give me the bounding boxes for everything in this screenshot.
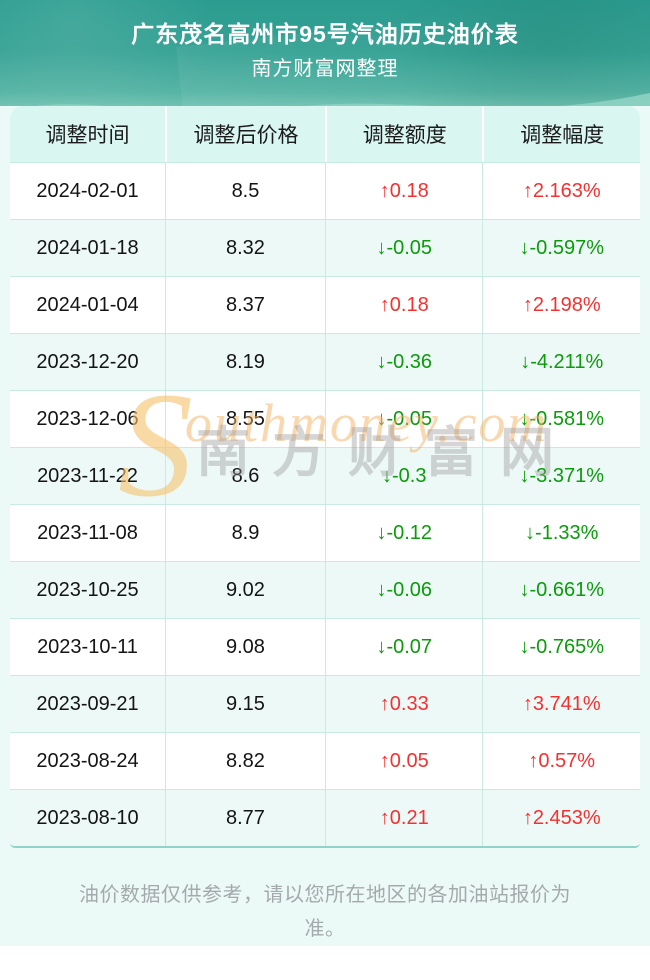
cell-percent: ↓-1.33% <box>482 505 640 561</box>
page-title: 广东茂名高州市95号汽油历史油价表 <box>131 21 519 47</box>
page-subtitle: 南方财富网整理 <box>251 58 399 80</box>
disclaimer-text: 油价数据仅供参考，请以您所在地区的各加油站报价为准。 <box>79 884 571 940</box>
cell-percent: ↓-0.581% <box>482 391 640 447</box>
cell-change: ↑0.18 <box>324 163 483 219</box>
column-header-price: 调整后价格 <box>164 106 325 162</box>
cell-percent: ↓-0.597% <box>482 220 640 276</box>
cell-change: ↑0.18 <box>324 277 483 333</box>
cell-change: ↓-0.12 <box>324 505 483 561</box>
cell-date: 2023-11-08 <box>37 521 138 544</box>
table-row: 2023-10-11 9.08 ↓-0.07 ↓-0.765% <box>10 618 640 675</box>
table-row: 2024-01-18 8.32 ↓-0.05 ↓-0.597% <box>10 219 640 276</box>
cell-percent: ↓-0.661% <box>482 562 640 618</box>
cell-change: ↑0.33 <box>324 676 483 732</box>
cell-percent: ↑2.198% <box>482 277 640 333</box>
cell-price: 8.32 <box>164 220 325 276</box>
cell-percent: ↑3.741% <box>482 676 640 732</box>
table-row: 2023-10-25 9.02 ↓-0.06 ↓-0.661% <box>10 561 640 618</box>
cell-price: 8.9 <box>164 505 325 561</box>
cell-date: 2024-01-04 <box>36 293 139 316</box>
cell-price: 8.37 <box>164 277 325 333</box>
column-header-percent: 调整幅度 <box>482 106 640 162</box>
table-row: 2023-12-20 8.19 ↓-0.36 ↓-4.211% <box>10 333 640 390</box>
cell-date: 2023-10-25 <box>36 578 139 601</box>
cell-price: 8.6 <box>164 448 325 504</box>
cell-percent: ↓-4.211% <box>482 334 640 390</box>
table-row: 2023-11-08 8.9 ↓-0.12 ↓-1.33% <box>10 504 640 561</box>
cell-date: 2023-12-20 <box>36 350 139 373</box>
cell-price: 9.02 <box>164 562 325 618</box>
table-row: 2023-11-22 8.6 ↓-0.3 ↓-3.371% <box>10 447 640 504</box>
cell-price: 8.77 <box>164 790 325 846</box>
table-header-row: 调整时间 调整后价格 调整额度 调整幅度 <box>10 106 640 162</box>
price-table: 调整时间 调整后价格 调整额度 调整幅度 2024-02-01 8.5 ↑0.18 ↑… <box>10 106 640 848</box>
table-row: 2023-08-10 8.77 ↑0.21 ↑2.453% <box>10 789 640 846</box>
cell-change: ↓-0.07 <box>324 619 483 675</box>
cell-price: 9.15 <box>164 676 325 732</box>
cell-date: 2023-09-21 <box>36 692 139 715</box>
column-header-change: 调整额度 <box>324 106 483 162</box>
cell-percent: ↑2.453% <box>482 790 640 846</box>
cell-percent: ↓-0.765% <box>482 619 640 675</box>
cell-price: 9.08 <box>164 619 325 675</box>
cell-change: ↓-0.05 <box>324 220 483 276</box>
cell-price: 8.5 <box>164 163 325 219</box>
table-row: 2023-08-24 8.82 ↑0.05 ↑0.57% <box>10 732 640 789</box>
cell-change: ↑0.05 <box>324 733 483 789</box>
cell-date: 2024-01-18 <box>36 236 139 259</box>
cell-change: ↓-0.06 <box>324 562 483 618</box>
table-row: 2023-12-06 8.55 ↓-0.05 ↓-0.581% <box>10 390 640 447</box>
cell-price: 8.82 <box>164 733 325 789</box>
table-row: 2024-01-04 8.37 ↑0.18 ↑2.198% <box>10 276 640 333</box>
cell-date: 2023-12-06 <box>36 407 139 430</box>
cell-percent: ↑0.57% <box>482 733 640 789</box>
cell-change: ↑0.21 <box>324 790 483 846</box>
cell-percent: ↑2.163% <box>482 163 640 219</box>
cell-change: ↓-0.36 <box>324 334 483 390</box>
cell-change: ↓-0.3 <box>324 448 483 504</box>
cell-date: 2023-11-22 <box>37 464 138 487</box>
column-header-date: 调整时间 <box>45 124 130 147</box>
table-row: 2023-09-21 9.15 ↑0.33 ↑3.741% <box>10 675 640 732</box>
cell-date: 2024-02-01 <box>36 179 139 202</box>
cell-change: ↓-0.05 <box>324 391 483 447</box>
cell-price: 8.19 <box>164 334 325 390</box>
cell-price: 8.55 <box>164 391 325 447</box>
content-area: 调整时间 调整后价格 调整额度 调整幅度 2024-02-01 8.5 ↑0.18 ↑… <box>0 106 650 946</box>
cell-date: 2023-08-10 <box>36 806 139 829</box>
cell-date: 2023-08-24 <box>36 749 139 772</box>
cell-date: 2023-10-11 <box>37 635 138 658</box>
cell-percent: ↓-3.371% <box>482 448 640 504</box>
table-body: 2024-02-01 8.5 ↑0.18 ↑2.163% 2024-01-18 8.32 ↓… <box>10 162 640 846</box>
table-row: 2024-02-01 8.5 ↑0.18 ↑2.163% <box>10 162 640 219</box>
